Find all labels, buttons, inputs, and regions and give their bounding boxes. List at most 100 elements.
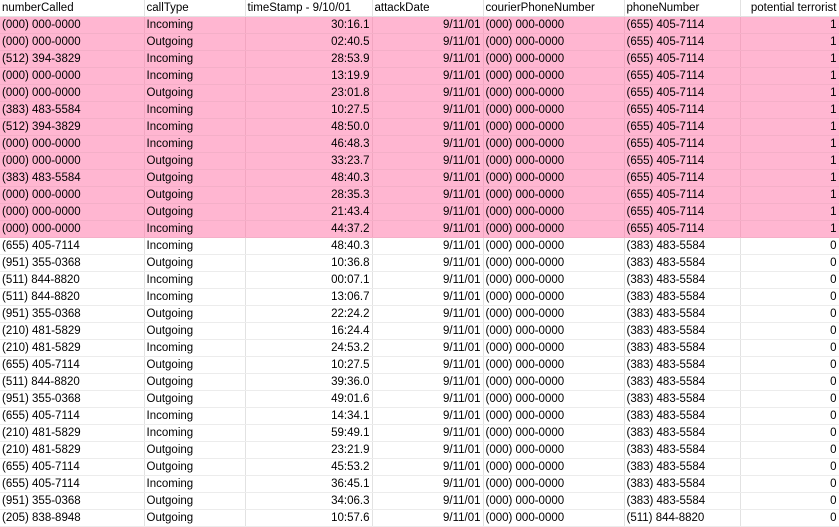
cell-attack-date[interactable]: 9/11/01 xyxy=(372,16,484,34)
cell-courier-phone-number[interactable]: (000) 000-0000 xyxy=(483,424,625,442)
cell-potential-terrorist[interactable]: 0 xyxy=(740,475,839,493)
cell-attack-date[interactable]: 9/11/01 xyxy=(372,186,484,204)
cell-potential-terrorist[interactable]: 1 xyxy=(740,84,839,102)
cell-number-called[interactable]: (512) 394-3829 xyxy=(0,50,145,68)
header-cell-courier-phone-number[interactable]: courierPhoneNumber xyxy=(483,0,625,17)
cell-phone-number[interactable]: (383) 483-5584 xyxy=(624,441,741,459)
cell-number-called[interactable]: (511) 844-8820 xyxy=(0,373,145,391)
cell-timestamp[interactable]: 30:16.1 xyxy=(245,16,373,34)
cell-courier-phone-number[interactable]: (000) 000-0000 xyxy=(483,16,625,34)
cell-number-called[interactable]: (655) 405-7114 xyxy=(0,407,145,425)
cell-attack-date[interactable]: 9/11/01 xyxy=(372,441,484,459)
cell-call-type[interactable]: Incoming xyxy=(144,50,246,68)
cell-phone-number[interactable]: (383) 483-5584 xyxy=(624,390,741,408)
cell-attack-date[interactable]: 9/11/01 xyxy=(372,101,484,119)
cell-attack-date[interactable]: 9/11/01 xyxy=(372,84,484,102)
cell-courier-phone-number[interactable]: (000) 000-0000 xyxy=(483,322,625,340)
cell-potential-terrorist[interactable]: 0 xyxy=(740,407,839,425)
cell-courier-phone-number[interactable]: (000) 000-0000 xyxy=(483,305,625,323)
cell-potential-terrorist[interactable]: 1 xyxy=(740,186,839,204)
cell-call-type[interactable]: Outgoing xyxy=(144,84,246,102)
cell-courier-phone-number[interactable]: (000) 000-0000 xyxy=(483,186,625,204)
cell-number-called[interactable]: (951) 355-0368 xyxy=(0,254,145,272)
cell-courier-phone-number[interactable]: (000) 000-0000 xyxy=(483,339,625,357)
cell-phone-number[interactable]: (383) 483-5584 xyxy=(624,458,741,476)
cell-call-type[interactable]: Outgoing xyxy=(144,390,246,408)
cell-number-called[interactable]: (210) 481-5829 xyxy=(0,339,145,357)
cell-timestamp[interactable]: 23:21.9 xyxy=(245,441,373,459)
cell-number-called[interactable]: (951) 355-0368 xyxy=(0,492,145,510)
header-cell-call-type[interactable]: callType xyxy=(144,0,246,17)
cell-call-type[interactable]: Incoming xyxy=(144,220,246,238)
cell-number-called[interactable]: (511) 844-8820 xyxy=(0,288,145,306)
cell-call-type[interactable]: Incoming xyxy=(144,135,246,153)
cell-number-called[interactable]: (000) 000-0000 xyxy=(0,203,145,221)
cell-number-called[interactable]: (383) 483-5584 xyxy=(0,169,145,187)
cell-attack-date[interactable]: 9/11/01 xyxy=(372,203,484,221)
cell-call-type[interactable]: Outgoing xyxy=(144,373,246,391)
cell-phone-number[interactable]: (655) 405-7114 xyxy=(624,33,741,51)
cell-courier-phone-number[interactable]: (000) 000-0000 xyxy=(483,373,625,391)
cell-courier-phone-number[interactable]: (000) 000-0000 xyxy=(483,220,625,238)
cell-timestamp[interactable]: 10:27.5 xyxy=(245,101,373,119)
cell-courier-phone-number[interactable]: (000) 000-0000 xyxy=(483,237,625,255)
cell-attack-date[interactable]: 9/11/01 xyxy=(372,356,484,374)
cell-attack-date[interactable]: 9/11/01 xyxy=(372,288,484,306)
cell-courier-phone-number[interactable]: (000) 000-0000 xyxy=(483,203,625,221)
cell-attack-date[interactable]: 9/11/01 xyxy=(372,254,484,272)
cell-phone-number[interactable]: (383) 483-5584 xyxy=(624,237,741,255)
cell-courier-phone-number[interactable]: (000) 000-0000 xyxy=(483,84,625,102)
cell-call-type[interactable]: Outgoing xyxy=(144,322,246,340)
cell-potential-terrorist[interactable]: 1 xyxy=(740,135,839,153)
cell-timestamp[interactable]: 13:19.9 xyxy=(245,67,373,85)
cell-timestamp[interactable]: 48:40.3 xyxy=(245,237,373,255)
cell-phone-number[interactable]: (655) 405-7114 xyxy=(624,203,741,221)
cell-phone-number[interactable]: (383) 483-5584 xyxy=(624,254,741,272)
cell-number-called[interactable]: (000) 000-0000 xyxy=(0,16,145,34)
cell-attack-date[interactable]: 9/11/01 xyxy=(372,322,484,340)
cell-phone-number[interactable]: (655) 405-7114 xyxy=(624,135,741,153)
cell-potential-terrorist[interactable]: 1 xyxy=(740,33,839,51)
cell-number-called[interactable]: (655) 405-7114 xyxy=(0,475,145,493)
cell-number-called[interactable]: (000) 000-0000 xyxy=(0,186,145,204)
cell-phone-number[interactable]: (655) 405-7114 xyxy=(624,152,741,170)
cell-courier-phone-number[interactable]: (000) 000-0000 xyxy=(483,152,625,170)
cell-call-type[interactable]: Incoming xyxy=(144,101,246,119)
cell-timestamp[interactable]: 48:40.3 xyxy=(245,169,373,187)
cell-courier-phone-number[interactable]: (000) 000-0000 xyxy=(483,50,625,68)
header-cell-attack-date[interactable]: attackDate xyxy=(372,0,484,17)
cell-attack-date[interactable]: 9/11/01 xyxy=(372,424,484,442)
cell-potential-terrorist[interactable]: 1 xyxy=(740,16,839,34)
cell-call-type[interactable]: Outgoing xyxy=(144,492,246,510)
cell-attack-date[interactable]: 9/11/01 xyxy=(372,475,484,493)
cell-call-type[interactable]: Incoming xyxy=(144,16,246,34)
cell-number-called[interactable]: (655) 405-7114 xyxy=(0,237,145,255)
cell-attack-date[interactable]: 9/11/01 xyxy=(372,220,484,238)
cell-attack-date[interactable]: 9/11/01 xyxy=(372,305,484,323)
cell-number-called[interactable]: (000) 000-0000 xyxy=(0,152,145,170)
cell-courier-phone-number[interactable]: (000) 000-0000 xyxy=(483,390,625,408)
cell-courier-phone-number[interactable]: (000) 000-0000 xyxy=(483,67,625,85)
cell-call-type[interactable]: Incoming xyxy=(144,288,246,306)
cell-courier-phone-number[interactable]: (000) 000-0000 xyxy=(483,169,625,187)
cell-call-type[interactable]: Outgoing xyxy=(144,186,246,204)
cell-potential-terrorist[interactable]: 1 xyxy=(740,50,839,68)
cell-phone-number[interactable]: (383) 483-5584 xyxy=(624,356,741,374)
cell-courier-phone-number[interactable]: (000) 000-0000 xyxy=(483,475,625,493)
cell-call-type[interactable]: Incoming xyxy=(144,237,246,255)
cell-courier-phone-number[interactable]: (000) 000-0000 xyxy=(483,271,625,289)
cell-potential-terrorist[interactable]: 0 xyxy=(740,271,839,289)
cell-timestamp[interactable]: 10:27.5 xyxy=(245,356,373,374)
cell-number-called[interactable]: (210) 481-5829 xyxy=(0,322,145,340)
cell-number-called[interactable]: (000) 000-0000 xyxy=(0,33,145,51)
cell-potential-terrorist[interactable]: 0 xyxy=(740,254,839,272)
cell-attack-date[interactable]: 9/11/01 xyxy=(372,152,484,170)
cell-potential-terrorist[interactable]: 0 xyxy=(740,509,839,527)
cell-call-type[interactable]: Incoming xyxy=(144,118,246,136)
cell-phone-number[interactable]: (655) 405-7114 xyxy=(624,220,741,238)
cell-timestamp[interactable]: 45:53.2 xyxy=(245,458,373,476)
cell-potential-terrorist[interactable]: 0 xyxy=(740,390,839,408)
cell-call-type[interactable]: Outgoing xyxy=(144,458,246,476)
cell-potential-terrorist[interactable]: 0 xyxy=(740,424,839,442)
cell-timestamp[interactable]: 10:57.6 xyxy=(245,509,373,527)
